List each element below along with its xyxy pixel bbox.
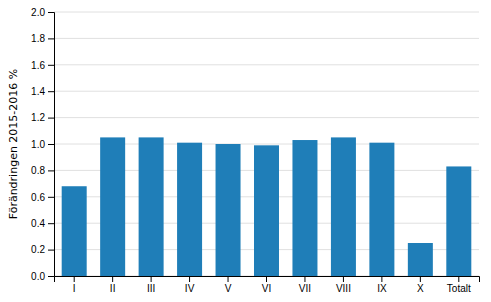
tick-mark: [48, 38, 54, 39]
grid-line: [54, 38, 479, 39]
tick: 1.6: [31, 60, 54, 71]
tick-label: 1.0: [31, 139, 45, 150]
tick-label: 0.4: [31, 218, 45, 229]
tick-mark: [112, 276, 113, 282]
grid: [54, 12, 479, 276]
tick-mark: [48, 223, 54, 224]
tick-mark: [304, 276, 305, 282]
tick: III: [147, 276, 155, 294]
tick-label: X: [417, 283, 424, 294]
tick-label: 2.0: [31, 7, 45, 18]
tick-mark: [48, 91, 54, 92]
tick: 0.6: [31, 192, 54, 203]
tick-label: 1.2: [31, 112, 45, 123]
tick-label: 0.6: [31, 192, 45, 203]
grid-line: [54, 12, 479, 13]
tick-mark: [48, 144, 54, 145]
tick: VI: [262, 276, 271, 294]
tick-label: 0.0: [31, 271, 45, 282]
bar: [408, 243, 433, 276]
bar: [331, 137, 356, 276]
tick-label: I: [73, 283, 76, 294]
tick: 0.8: [31, 165, 54, 176]
bar: [446, 166, 471, 276]
tick-mark: [48, 276, 54, 277]
tick: I: [73, 276, 76, 294]
tick-mark: [228, 276, 229, 282]
axis-line: [55, 277, 480, 283]
tick-label: 1.8: [31, 33, 45, 44]
tick-mark: [48, 118, 54, 119]
tick-mark: [266, 276, 267, 282]
tick: X: [417, 276, 424, 294]
tick: 0.4: [31, 218, 54, 229]
tick: VIII: [336, 276, 351, 294]
tick-label: IV: [185, 283, 195, 294]
tick-mark: [343, 276, 344, 282]
tick-mark: [48, 12, 54, 13]
bar: [139, 137, 164, 276]
tick: 1.0: [31, 139, 54, 150]
tick-label: VI: [262, 283, 271, 294]
tick: 1.8: [31, 33, 54, 44]
tick: 0.0: [31, 271, 54, 282]
grid-line: [54, 64, 479, 65]
tick: 1.2: [31, 112, 54, 123]
bar: [216, 144, 241, 276]
axis-line: [48, 13, 55, 277]
tick-mark: [48, 65, 54, 66]
tick-mark: [48, 197, 54, 198]
tick-label: 0.8: [31, 165, 45, 176]
tick: 1.4: [31, 86, 54, 97]
grid-line: [54, 91, 479, 92]
tick-mark: [74, 276, 75, 282]
y-axis-title: Förändringen 2015-2016 %: [7, 69, 20, 220]
tick-label: VII: [299, 283, 311, 294]
tick-label: 1.6: [31, 60, 45, 71]
tick-mark: [151, 276, 152, 282]
tick-label: 0.2: [31, 244, 45, 255]
y-axis: 0.0 0.2 0.4 0.6 0.8 1.0 1.2 1.4 1.6 1.8 2.0: [31, 7, 54, 282]
tick: Totalt: [447, 276, 471, 294]
tick-label: IX: [377, 283, 387, 294]
bar: [177, 143, 202, 276]
tick-mark: [458, 276, 459, 282]
bar: [292, 140, 317, 276]
tick: VII: [299, 276, 311, 294]
tick: 0.2: [31, 244, 54, 255]
tick-label: V: [225, 283, 232, 294]
tick-label: III: [147, 283, 155, 294]
bar: [62, 186, 87, 276]
bar: [369, 143, 394, 276]
plot: 0.00.20.40.60.81.01.21.41.61.82.0IIIIIII…: [31, 7, 479, 294]
tick: IV: [185, 276, 195, 294]
tick-label: VIII: [336, 283, 351, 294]
tick-mark: [381, 276, 382, 282]
tick-mark: [189, 276, 190, 282]
bars: [62, 137, 472, 276]
tick-label: II: [110, 283, 116, 294]
tick: V: [225, 276, 232, 294]
chart: 0.00.20.40.60.81.01.21.41.61.82.0IIIIIII…: [0, 0, 491, 302]
tick-label: Totalt: [447, 283, 471, 294]
grid-line: [54, 117, 479, 118]
tick-mark: [420, 276, 421, 282]
tick-label: 1.4: [31, 86, 45, 97]
tick: 2.0: [31, 7, 54, 18]
bar: [254, 145, 279, 276]
tick: II: [110, 276, 116, 294]
tick-mark: [48, 250, 54, 251]
tick: IX: [377, 276, 387, 294]
bar: [100, 137, 125, 276]
x-axis: IIIIIIIVVVIVIIVIIIIXXTotalt: [55, 276, 480, 294]
tick-mark: [48, 170, 54, 171]
